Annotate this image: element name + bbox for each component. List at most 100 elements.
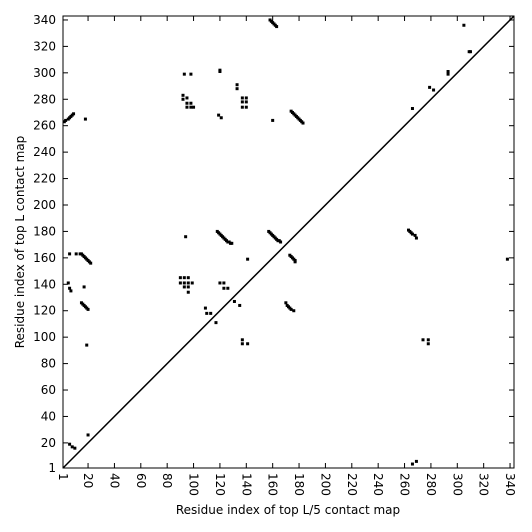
contact-point bbox=[244, 100, 248, 104]
contact-point bbox=[284, 301, 288, 305]
contact-point bbox=[182, 281, 186, 285]
y-tick-label: 120 bbox=[33, 304, 56, 318]
y-tick-label: 320 bbox=[33, 39, 56, 53]
contact-point bbox=[218, 281, 222, 285]
contact-point bbox=[446, 72, 450, 76]
x-tick-label: 120 bbox=[213, 473, 227, 496]
contact-point bbox=[86, 307, 90, 311]
contact-point bbox=[74, 252, 78, 256]
contact-point bbox=[70, 445, 74, 449]
y-tick-label: 80 bbox=[41, 357, 56, 371]
contact-point bbox=[186, 290, 190, 294]
contact-point bbox=[186, 276, 190, 280]
contact-point bbox=[235, 83, 239, 87]
contact-point bbox=[190, 281, 194, 285]
contact-point bbox=[240, 105, 244, 109]
contact-point bbox=[462, 23, 466, 27]
x-axis-label: Residue index of top L/5 contact map bbox=[176, 503, 400, 517]
y-tick-label: 260 bbox=[33, 119, 56, 133]
contact-point bbox=[244, 96, 248, 100]
contact-point bbox=[69, 289, 73, 293]
contact-point bbox=[185, 105, 189, 109]
contact-point bbox=[83, 117, 87, 121]
contact-point bbox=[230, 241, 234, 245]
contact-point bbox=[85, 343, 89, 347]
contact-point bbox=[279, 240, 283, 244]
contact-point bbox=[192, 105, 196, 109]
y-tick-label: 20 bbox=[41, 436, 56, 450]
contact-point bbox=[238, 303, 242, 307]
x-tick-label: 1 bbox=[56, 473, 70, 481]
y-tick-label: 140 bbox=[33, 277, 56, 291]
contact-point bbox=[275, 25, 279, 29]
x-tick-label: 320 bbox=[477, 473, 491, 496]
contact-point bbox=[218, 68, 222, 72]
contact-point bbox=[426, 342, 430, 346]
contact-point bbox=[446, 70, 450, 74]
contact-point bbox=[235, 87, 239, 91]
contact-point bbox=[246, 257, 250, 261]
contact-point bbox=[240, 96, 244, 100]
contact-point bbox=[219, 116, 223, 120]
contact-point bbox=[410, 462, 414, 466]
y-tick-label: 340 bbox=[33, 13, 56, 27]
contact-point bbox=[89, 261, 93, 265]
x-tick-label: 300 bbox=[450, 473, 464, 496]
contact-point bbox=[68, 252, 72, 256]
contact-point bbox=[73, 446, 77, 450]
y-tick-label: 300 bbox=[33, 66, 56, 80]
contact-point bbox=[414, 236, 418, 240]
plot-frame bbox=[62, 15, 515, 469]
contact-point bbox=[293, 260, 297, 264]
contact-point bbox=[181, 93, 185, 97]
x-tick-label: 340 bbox=[503, 473, 517, 496]
contact-point bbox=[232, 299, 236, 303]
contact-point bbox=[505, 257, 509, 261]
contact-point bbox=[222, 281, 226, 285]
contact-point bbox=[203, 306, 207, 310]
contact-point bbox=[222, 286, 226, 290]
diagonal bbox=[62, 15, 515, 469]
contact-point bbox=[189, 101, 193, 105]
y-tick-label: 220 bbox=[33, 172, 56, 186]
contact-point bbox=[289, 307, 293, 311]
contact-point bbox=[271, 118, 275, 122]
contact-point bbox=[226, 286, 230, 290]
contact-point bbox=[214, 321, 218, 325]
x-tick-label: 80 bbox=[160, 473, 174, 488]
y-axis-label: Residue index of top L contact map bbox=[13, 136, 27, 349]
contact-point bbox=[432, 88, 436, 92]
x-tick-label: 260 bbox=[398, 473, 412, 496]
y-tick-label: 240 bbox=[33, 145, 56, 159]
contact-point bbox=[217, 113, 221, 117]
contact-point bbox=[209, 311, 213, 315]
x-tick-label: 240 bbox=[371, 473, 385, 496]
contact-point bbox=[240, 100, 244, 104]
contact-point bbox=[240, 338, 244, 342]
contact-point bbox=[68, 286, 72, 290]
contact-point bbox=[292, 309, 296, 313]
contact-point bbox=[182, 285, 186, 289]
contact-point bbox=[410, 232, 414, 236]
contact-point bbox=[421, 338, 425, 342]
contact-point bbox=[189, 105, 193, 109]
contact-point bbox=[184, 235, 188, 239]
contact-point bbox=[182, 72, 186, 76]
contact-point bbox=[182, 276, 186, 280]
contact-point bbox=[205, 311, 209, 315]
x-tick-label: 40 bbox=[107, 473, 121, 488]
x-tick-label: 100 bbox=[187, 473, 201, 496]
contact-point bbox=[185, 101, 189, 105]
y-tick-label: 280 bbox=[33, 92, 56, 106]
contact-point bbox=[468, 50, 472, 54]
x-tick-label: 20 bbox=[81, 473, 95, 488]
contact-point bbox=[68, 442, 72, 446]
y-tick-label: 200 bbox=[33, 198, 56, 212]
contact-point bbox=[244, 105, 248, 109]
x-tick-label: 160 bbox=[266, 473, 280, 496]
contact-point bbox=[186, 281, 190, 285]
y-tick-label: 180 bbox=[33, 224, 56, 238]
y-tick-label: 100 bbox=[33, 330, 56, 344]
y-tick-label: 160 bbox=[33, 251, 56, 265]
